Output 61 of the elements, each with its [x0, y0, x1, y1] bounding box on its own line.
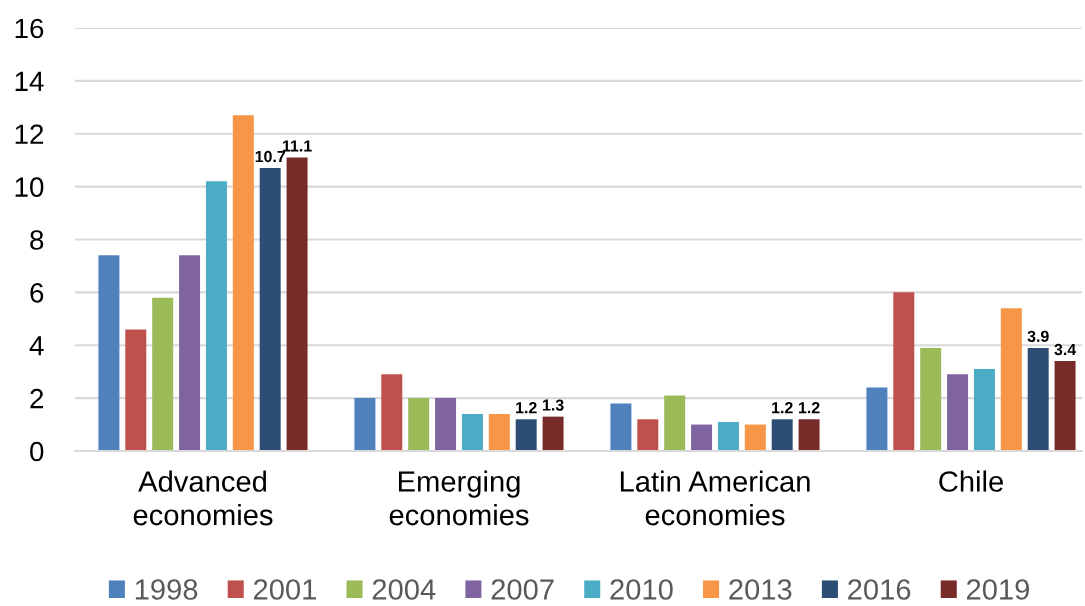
data-label: 1.2: [798, 402, 820, 414]
y-tick-label: 4: [29, 336, 44, 356]
x-tick-label: Advanced economies: [133, 470, 273, 526]
bar: [973, 369, 995, 451]
bar: [920, 347, 942, 451]
bar: [381, 374, 403, 451]
x-tick-label: Chile: [939, 470, 1003, 492]
x-tick-label: Latin American economies: [620, 470, 810, 526]
bar: [179, 255, 201, 451]
data-label: 3.9: [1027, 330, 1049, 342]
bar: [408, 398, 430, 451]
y-tick-label: 2: [30, 388, 44, 409]
bar: [232, 115, 254, 451]
bar: [1054, 361, 1076, 451]
bar: [771, 419, 793, 451]
bar: [637, 419, 659, 451]
data-label: 1.2: [772, 402, 793, 414]
y-tick-label: 8: [30, 230, 44, 250]
bar: [515, 419, 537, 451]
data-label: 1.3: [542, 399, 564, 411]
bar: [98, 255, 120, 451]
legend-label: 2013: [729, 579, 792, 600]
bar: [286, 157, 308, 451]
bar: [798, 419, 820, 451]
y-tick-label: 14: [15, 71, 44, 91]
bar: [259, 168, 281, 451]
bar: [947, 374, 969, 451]
bar: [125, 329, 147, 451]
legend-label: 2016: [848, 579, 911, 600]
data-label: 1.2: [516, 402, 537, 414]
y-tick-label: 0: [30, 441, 44, 462]
bar: [691, 424, 713, 451]
bar: [354, 398, 376, 451]
legend-label: 2004: [372, 579, 436, 600]
bar: [205, 181, 227, 451]
data-label: 10.7: [255, 150, 286, 163]
bar: [1000, 308, 1022, 451]
data-label: 3.4: [1054, 343, 1077, 356]
legend-label: 2010: [610, 579, 673, 600]
bar: [152, 297, 174, 451]
legend-label: 1998: [135, 579, 198, 600]
bar: [610, 403, 632, 451]
bar: [893, 292, 915, 451]
bar: [866, 387, 888, 451]
x-tick-label: Emerging economies: [389, 470, 529, 526]
y-tick-label: 16: [15, 18, 44, 39]
y-tick-label: 12: [15, 124, 44, 144]
bar: [744, 424, 766, 451]
bar: [461, 413, 483, 451]
bar: [664, 395, 686, 451]
bar: [488, 413, 510, 451]
y-tick-label: 6: [30, 283, 44, 303]
bar: [435, 398, 457, 451]
bar: [1027, 347, 1049, 451]
y-tick-label: 10: [15, 177, 44, 197]
legend-label: 2007: [491, 579, 554, 600]
legend-label: 2001: [253, 579, 316, 600]
bar: [542, 416, 564, 451]
data-label: 11.1: [282, 140, 312, 152]
bar: [717, 421, 739, 451]
legend-label: 2019: [966, 579, 1030, 600]
